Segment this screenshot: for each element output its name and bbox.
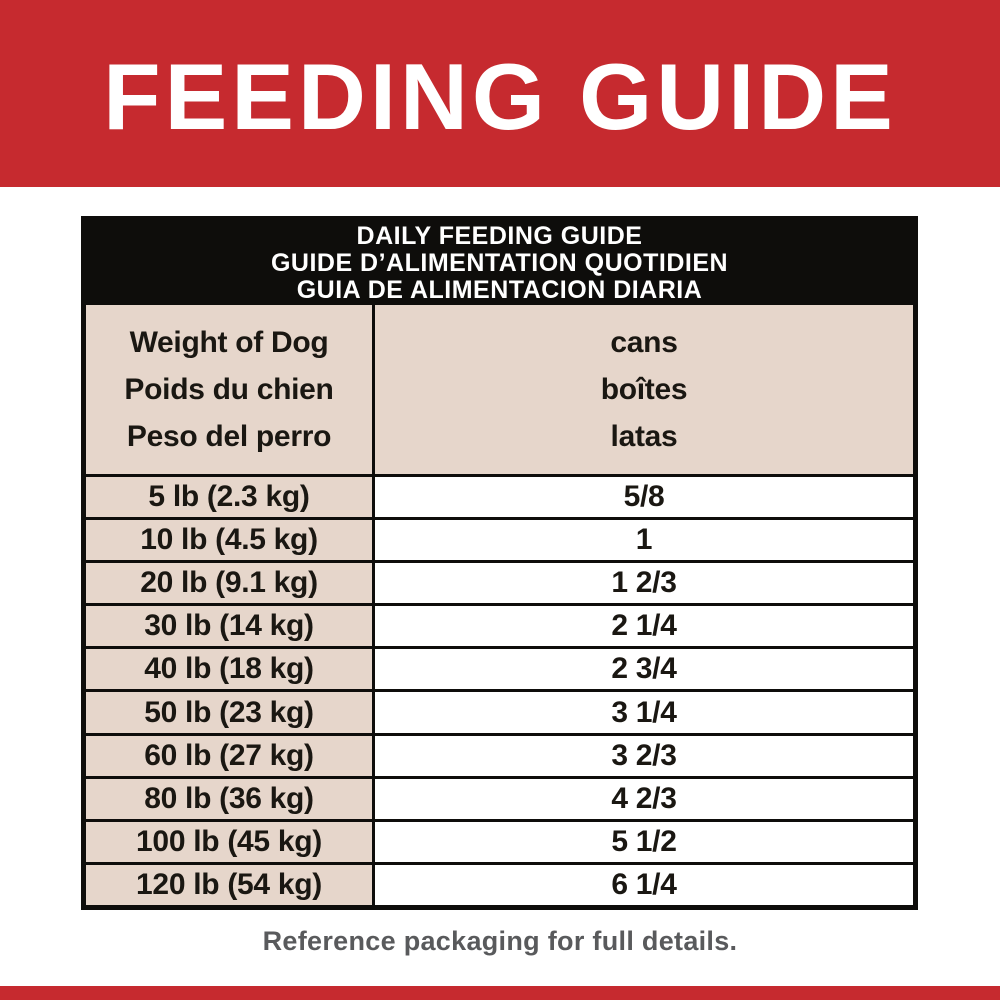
table-row: 20 lb (9.1 kg) 1 2/3 xyxy=(86,563,913,607)
table-row: 60 lb (27 kg) 3 2/3 xyxy=(86,735,913,779)
table-title-band: DAILY FEEDING GUIDE GUIDE D’ALIMENTATION… xyxy=(86,221,913,305)
table-row: 50 lb (23 kg) 3 1/4 xyxy=(86,692,913,736)
weight-cell: 20 lb (9.1 kg) xyxy=(86,563,375,604)
table-row: 80 lb (36 kg) 4 2/3 xyxy=(86,778,913,822)
cans-cell: 2 3/4 xyxy=(375,649,913,690)
cans-cell: 5/8 xyxy=(375,477,913,518)
weight-header-spanish: Peso del perro xyxy=(126,420,332,453)
table-title-english: DAILY FEEDING GUIDE xyxy=(356,221,643,250)
cans-header-spanish: latas xyxy=(610,420,678,453)
cans-cell: 3 2/3 xyxy=(375,735,913,776)
cans-cell: 4 2/3 xyxy=(375,778,913,819)
feeding-table: DAILY FEEDING GUIDE GUIDE D’ALIMENTATION… xyxy=(81,216,918,910)
table-row: 100 lb (45 kg) 5 1/2 xyxy=(86,821,913,865)
weight-cell: 30 lb (14 kg) xyxy=(86,606,375,647)
weight-header-french: Poids du chien xyxy=(124,373,334,406)
weight-cell: 100 lb (45 kg) xyxy=(86,821,375,862)
weight-column-header: Weight of Dog Poids du chien Peso del pe… xyxy=(86,305,375,474)
page-title: FEEDING GUIDE xyxy=(103,43,897,149)
bottom-red-strip xyxy=(0,986,1000,1000)
table-row: 40 lb (18 kg) 2 3/4 xyxy=(86,649,913,693)
cans-column-header: cans boîtes latas xyxy=(375,305,913,474)
weight-cell: 80 lb (36 kg) xyxy=(86,778,375,819)
footer-note: Reference packaging for full details. xyxy=(262,926,738,956)
weight-cell: 10 lb (4.5 kg) xyxy=(86,520,375,561)
weight-cell: 40 lb (18 kg) xyxy=(86,649,375,690)
weight-cell: 120 lb (54 kg) xyxy=(86,864,375,905)
table-row: 120 lb (54 kg) 6 1/4 xyxy=(86,864,913,905)
cans-cell: 6 1/4 xyxy=(375,864,913,905)
cans-header-french: boîtes xyxy=(600,373,688,406)
table-header-row: Weight of Dog Poids du chien Peso del pe… xyxy=(86,305,913,477)
weight-cell: 5 lb (2.3 kg) xyxy=(86,477,375,518)
cans-cell: 3 1/4 xyxy=(375,692,913,733)
table-row: 10 lb (4.5 kg) 1 xyxy=(86,520,913,564)
feeding-table-body: 5 lb (2.3 kg) 5/8 10 lb (4.5 kg) 1 20 lb (9.… xyxy=(86,477,913,905)
cans-cell: 1 2/3 xyxy=(375,563,913,604)
cans-cell: 5 1/2 xyxy=(375,821,913,862)
cans-cell: 1 xyxy=(375,520,913,561)
weight-cell: 60 lb (27 kg) xyxy=(86,735,375,776)
cans-cell: 2 1/4 xyxy=(375,606,913,647)
table-row: 5 lb (2.3 kg) 5/8 xyxy=(86,477,913,521)
cans-header-english: cans xyxy=(610,326,678,359)
table-title-spanish: GUIA DE ALIMENTACION DIARIA xyxy=(296,275,703,304)
title-banner: FEEDING GUIDE xyxy=(0,0,1000,187)
weight-header-english: Weight of Dog xyxy=(129,326,329,359)
table-row: 30 lb (14 kg) 2 1/4 xyxy=(86,606,913,650)
table-title-french: GUIDE D’ALIMENTATION QUOTIDIEN xyxy=(270,248,729,277)
weight-cell: 50 lb (23 kg) xyxy=(86,692,375,733)
